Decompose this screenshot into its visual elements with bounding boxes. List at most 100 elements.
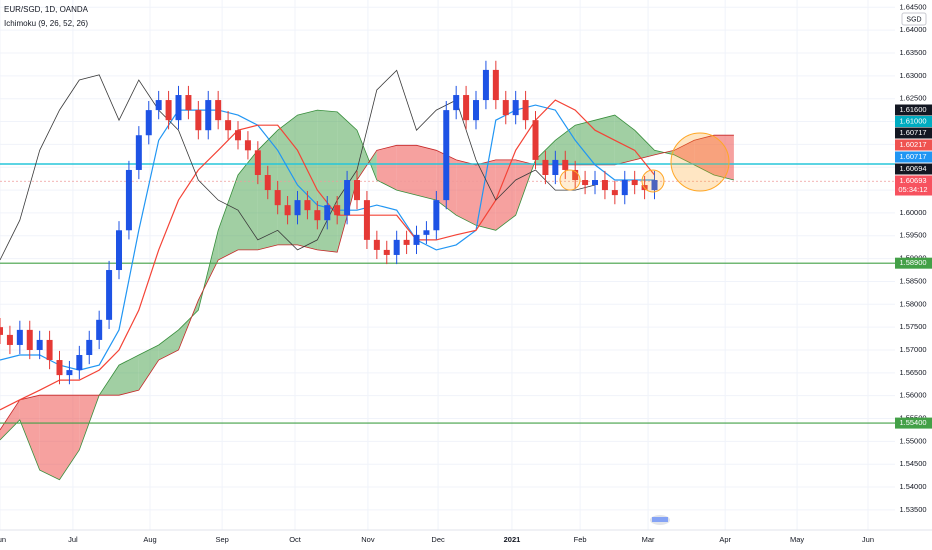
candle-body <box>482 69 489 101</box>
cloud-segment <box>456 159 476 226</box>
cloud-segment <box>138 345 159 391</box>
price-label: 1.61000 <box>899 116 926 125</box>
candle-body <box>195 110 202 131</box>
cloud-segment <box>376 145 397 191</box>
y-tick-label: 1.58500 <box>899 276 926 285</box>
candle-body <box>393 239 400 255</box>
candle-body <box>244 140 251 151</box>
highlight-circle <box>641 169 665 193</box>
x-tick-label: May <box>790 535 804 544</box>
candle-body <box>611 190 618 196</box>
cloud-segment <box>694 135 714 175</box>
candle-body <box>205 100 212 131</box>
cloud-segment <box>238 150 258 250</box>
y-tick-label: 1.63000 <box>899 71 926 80</box>
price-label-bg <box>895 139 932 151</box>
currency[interactable]: SGD <box>906 16 921 23</box>
cloud-segment <box>19 395 40 471</box>
candle-body <box>324 205 331 221</box>
logo <box>650 515 670 525</box>
price-label: 1.60217 <box>899 140 926 149</box>
indicator-label: Ichimoku (9, 26, 52, 26) <box>4 19 88 28</box>
cloud-segment <box>634 130 655 160</box>
candle-body <box>284 205 291 216</box>
price-label: 1.55400 <box>899 418 926 427</box>
candle-body <box>106 270 113 320</box>
candle-body <box>235 130 242 141</box>
candle-body <box>215 100 222 121</box>
candle-body <box>572 169 579 181</box>
cloud-segment <box>396 145 417 196</box>
candle-body <box>56 360 63 376</box>
candle-body <box>552 159 559 175</box>
cloud-segment <box>555 125 576 165</box>
indicator-line <box>0 69 596 261</box>
x-tick-label: Aug <box>143 535 156 544</box>
y-tick-label: 1.57000 <box>899 345 926 354</box>
candle-body <box>344 180 351 216</box>
y-tick-label: 1.54500 <box>899 459 926 468</box>
x-tick-label: 2021 <box>504 535 521 544</box>
highlight-circle <box>559 169 581 191</box>
candle-body <box>46 339 53 361</box>
candle-body <box>175 95 182 121</box>
y-tick-label: 1.56500 <box>899 368 926 377</box>
candle-body <box>502 100 509 116</box>
cloud-segment <box>575 120 595 165</box>
cloud-segment <box>495 159 516 231</box>
cloud-segment <box>614 115 635 165</box>
candle-body <box>562 159 569 170</box>
price-label-bg <box>895 417 932 429</box>
x-tick-label: Jun <box>0 535 6 544</box>
candle-body <box>86 339 93 356</box>
candle-body <box>145 110 152 136</box>
price-label: 1.60717 <box>899 128 926 137</box>
candle-body <box>601 180 608 191</box>
candle-body <box>443 110 450 201</box>
x-tick-label: Jul <box>68 535 78 544</box>
candle-body <box>264 174 271 191</box>
cloud-segment <box>277 115 298 245</box>
candle-body <box>433 200 440 231</box>
candle-body <box>0 327 3 335</box>
cloud-span-b <box>0 134 734 431</box>
candle-body <box>463 95 470 121</box>
candle-body <box>294 200 301 216</box>
cloud-segment <box>317 110 338 253</box>
x-tick-label: Sep <box>215 535 228 544</box>
cloud-segment <box>218 175 238 260</box>
price-label-bg <box>895 175 932 196</box>
annotations <box>559 132 730 193</box>
y-tick-label: 1.64000 <box>899 25 926 34</box>
candle-body <box>304 200 311 211</box>
currency-box[interactable] <box>901 12 927 26</box>
candle-body <box>383 249 390 255</box>
candle-body <box>155 100 162 111</box>
y-tick-label: 1.64500 <box>899 2 926 11</box>
candle-body <box>225 120 232 131</box>
y-tick-label: 1.53500 <box>899 505 926 514</box>
candle-body <box>651 180 658 191</box>
cloud-segment <box>416 145 437 201</box>
countdown: 05:34:12 <box>898 185 927 194</box>
candle-body <box>621 180 628 196</box>
candle-body <box>403 239 410 245</box>
cloud-segment <box>0 399 20 440</box>
y-tick-label: 1.63500 <box>899 48 926 57</box>
x-tick-label: Dec <box>431 535 445 544</box>
x-tick-label: Mar <box>642 535 655 544</box>
candle-body <box>26 329 33 350</box>
candle-body <box>96 319 103 340</box>
candle-body <box>185 95 192 111</box>
price-label-bg <box>895 257 932 269</box>
x-tick-label: Feb <box>574 535 587 544</box>
y-tick-label: 1.55000 <box>899 436 926 445</box>
candle-body <box>165 100 172 121</box>
candle-body <box>334 205 341 216</box>
candle-body <box>592 180 599 186</box>
candle-body <box>66 370 73 376</box>
candle-body <box>423 230 430 235</box>
